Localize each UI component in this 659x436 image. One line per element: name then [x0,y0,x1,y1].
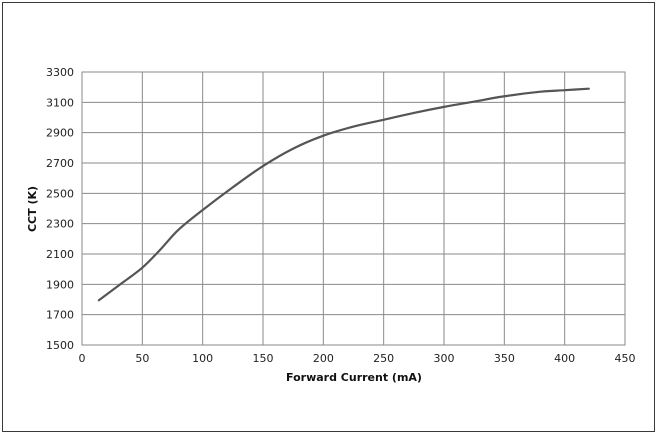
x-tick-label-8: 400 [554,352,575,365]
x-tick-labels: 0 50 100 150 200 250 300 350 400 450 [79,352,636,365]
y-axis-label: CCT (K) [26,186,39,232]
y-tick-label-7: 2900 [46,127,74,140]
x-tick-label-1: 50 [135,352,149,365]
y-tick-label-3: 2100 [46,248,74,261]
grid [81,71,626,346]
x-tick-label-3: 150 [253,352,274,365]
x-tick-label-7: 350 [494,352,515,365]
y-tick-label-0: 1500 [46,339,74,352]
y-tick-label-5: 2500 [46,187,74,200]
x-axis-label: Forward Current (mA) [286,371,422,384]
y-tick-label-9: 3300 [46,66,74,79]
x-tick-label-4: 200 [313,352,334,365]
y-tick-label-2: 1900 [46,278,74,291]
y-tick-labels: 1500 1700 1900 2100 2300 2500 2700 2900 3100 3300 [46,66,74,352]
y-tick-label-4: 2300 [46,218,74,231]
x-tick-label-9: 450 [615,352,636,365]
series-layer [97,87,590,302]
x-tick-label-5: 250 [373,352,394,365]
x-tick-label-0: 0 [79,352,86,365]
x-tick-label-6: 300 [434,352,455,365]
chart-frame [2,2,655,432]
series-line-0 [97,87,590,302]
y-tick-label-8: 3100 [46,96,74,109]
y-tick-label-1: 1700 [46,309,74,322]
y-tick-label-6: 2700 [46,157,74,170]
plot-area-border [81,71,626,346]
x-tick-label-2: 100 [192,352,213,365]
